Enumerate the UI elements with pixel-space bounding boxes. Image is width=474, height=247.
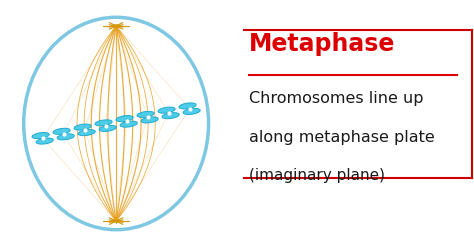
- Ellipse shape: [32, 132, 49, 139]
- Ellipse shape: [116, 116, 133, 122]
- Ellipse shape: [120, 121, 137, 127]
- Ellipse shape: [57, 134, 74, 140]
- Text: Metaphase: Metaphase: [249, 32, 395, 56]
- Text: along metaphase plate: along metaphase plate: [249, 130, 435, 145]
- Text: (imaginary plane): (imaginary plane): [249, 168, 385, 183]
- Ellipse shape: [95, 120, 112, 126]
- Ellipse shape: [141, 117, 158, 123]
- Ellipse shape: [78, 130, 95, 136]
- Text: Chromosomes line up: Chromosomes line up: [249, 91, 423, 106]
- Ellipse shape: [179, 103, 196, 109]
- Ellipse shape: [111, 24, 121, 27]
- Ellipse shape: [36, 138, 53, 144]
- Ellipse shape: [53, 128, 70, 134]
- Ellipse shape: [99, 125, 116, 131]
- Ellipse shape: [158, 107, 175, 113]
- Ellipse shape: [74, 124, 91, 130]
- Ellipse shape: [162, 113, 179, 119]
- Ellipse shape: [183, 108, 200, 115]
- Ellipse shape: [111, 220, 121, 223]
- Ellipse shape: [137, 111, 154, 117]
